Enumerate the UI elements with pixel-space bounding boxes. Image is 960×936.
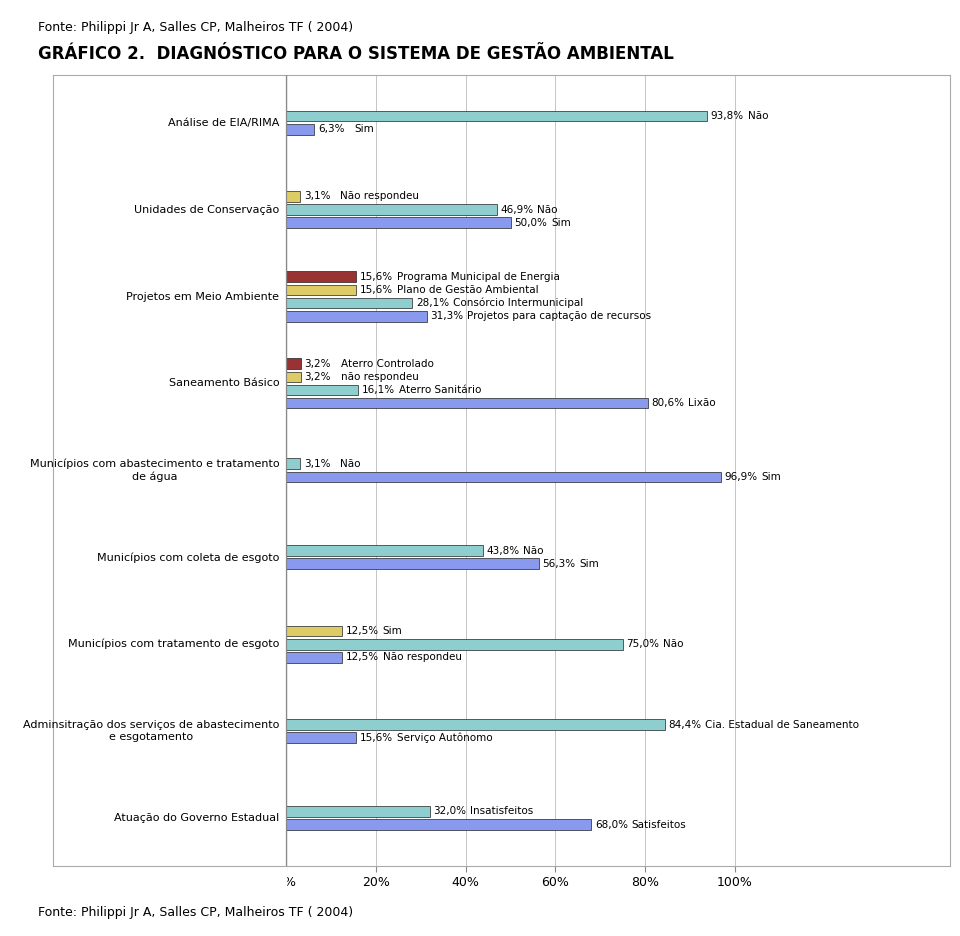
Text: Consórcio Intermunicipal: Consórcio Intermunicipal bbox=[453, 298, 583, 308]
Bar bbox=[286, 204, 496, 215]
Bar bbox=[286, 638, 623, 650]
Text: Aterro Controlado: Aterro Controlado bbox=[341, 358, 434, 369]
Bar bbox=[286, 191, 300, 202]
Text: Serviço Autônomo: Serviço Autônomo bbox=[396, 732, 492, 743]
Text: 15,6%: 15,6% bbox=[360, 733, 393, 742]
Text: 84,4%: 84,4% bbox=[668, 720, 702, 729]
Bar bbox=[286, 124, 315, 135]
Bar bbox=[286, 372, 300, 382]
Text: Plano de Gestão Ambiental: Plano de Gestão Ambiental bbox=[396, 285, 539, 295]
Text: 96,9%: 96,9% bbox=[725, 472, 757, 482]
Bar bbox=[286, 358, 300, 369]
Text: 3,1%: 3,1% bbox=[303, 192, 330, 201]
Text: Projetos para captação de recursos: Projetos para captação de recursos bbox=[468, 312, 651, 321]
Text: Programa Municipal de Energia: Programa Municipal de Energia bbox=[396, 271, 560, 282]
Text: Não respondeu: Não respondeu bbox=[383, 652, 462, 663]
Text: Unidades de Conservação: Unidades de Conservação bbox=[134, 205, 279, 214]
Bar bbox=[286, 732, 356, 743]
Text: Municípios com abastecimento e tratamento
de água: Municípios com abastecimento e tratament… bbox=[30, 459, 279, 482]
Text: Saneamento Básico: Saneamento Básico bbox=[169, 378, 279, 388]
Text: Sim: Sim bbox=[761, 472, 781, 482]
Text: 15,6%: 15,6% bbox=[360, 285, 393, 295]
Text: Sim: Sim bbox=[579, 559, 599, 569]
Text: Não: Não bbox=[537, 205, 558, 214]
Text: 50,0%: 50,0% bbox=[515, 218, 547, 227]
Text: Não: Não bbox=[663, 639, 684, 650]
Text: 3,2%: 3,2% bbox=[304, 358, 330, 369]
Bar bbox=[53, 0, 286, 905]
Text: Fonte: Philippi Jr A, Salles CP, Malheiros TF ( 2004): Fonte: Philippi Jr A, Salles CP, Malheir… bbox=[38, 906, 353, 919]
Text: Satisfeitos: Satisfeitos bbox=[632, 820, 686, 829]
Text: Projetos em Meio Ambiente: Projetos em Meio Ambiente bbox=[127, 291, 279, 301]
Text: 93,8%: 93,8% bbox=[710, 111, 744, 121]
Text: Fonte: Philippi Jr A, Salles CP, Malheiros TF ( 2004): Fonte: Philippi Jr A, Salles CP, Malheir… bbox=[38, 21, 353, 34]
Text: 56,3%: 56,3% bbox=[542, 559, 576, 569]
Bar bbox=[286, 806, 430, 817]
Text: Municípios com coleta de esgoto: Municípios com coleta de esgoto bbox=[97, 552, 279, 563]
Text: Insatisfeitos: Insatisfeitos bbox=[470, 807, 534, 816]
Bar bbox=[286, 217, 511, 228]
Text: 80,6%: 80,6% bbox=[652, 398, 684, 408]
Text: Sim: Sim bbox=[355, 124, 374, 134]
Text: 3,2%: 3,2% bbox=[304, 372, 330, 382]
Text: não respondeu: não respondeu bbox=[341, 372, 419, 382]
Text: 6,3%: 6,3% bbox=[318, 124, 345, 134]
Text: 46,9%: 46,9% bbox=[500, 205, 534, 214]
Bar bbox=[286, 398, 648, 408]
Bar bbox=[286, 110, 708, 122]
Text: Não: Não bbox=[748, 111, 768, 121]
Bar bbox=[286, 298, 412, 309]
Text: 31,3%: 31,3% bbox=[430, 312, 464, 321]
Text: 28,1%: 28,1% bbox=[416, 298, 449, 308]
Bar bbox=[286, 271, 356, 282]
Text: 32,0%: 32,0% bbox=[433, 807, 467, 816]
Text: GRÁFICO 2.  DIAGNÓSTICO PARA O SISTEMA DE GESTÃO AMBIENTAL: GRÁFICO 2. DIAGNÓSTICO PARA O SISTEMA DE… bbox=[38, 45, 674, 63]
Text: Não: Não bbox=[341, 459, 361, 469]
Bar bbox=[286, 311, 426, 322]
Text: 12,5%: 12,5% bbox=[346, 626, 379, 636]
Text: 3,1%: 3,1% bbox=[303, 459, 330, 469]
Text: Análise de EIA/RIMA: Análise de EIA/RIMA bbox=[168, 118, 279, 127]
Text: Atuação do Governo Estadual: Atuação do Governo Estadual bbox=[114, 813, 279, 823]
Bar bbox=[286, 546, 483, 556]
Text: 16,1%: 16,1% bbox=[362, 385, 396, 395]
Bar bbox=[286, 285, 356, 295]
Text: Cia. Estadual de Saneamento: Cia. Estadual de Saneamento bbox=[706, 720, 859, 729]
Bar bbox=[286, 472, 721, 482]
Bar bbox=[286, 559, 539, 569]
Bar bbox=[286, 719, 665, 730]
Bar bbox=[286, 819, 591, 830]
Text: Adminsitração dos serviços de abastecimento
e esgotamento: Adminsitração dos serviços de abastecime… bbox=[23, 721, 279, 742]
Text: 68,0%: 68,0% bbox=[595, 820, 628, 829]
Text: Sim: Sim bbox=[383, 626, 402, 636]
Text: Sim: Sim bbox=[551, 218, 570, 227]
Text: Não respondeu: Não respondeu bbox=[341, 192, 420, 201]
Text: 43,8%: 43,8% bbox=[487, 546, 519, 556]
Bar bbox=[286, 625, 343, 636]
Bar bbox=[286, 652, 343, 663]
Text: 12,5%: 12,5% bbox=[346, 652, 379, 663]
Bar bbox=[286, 459, 300, 469]
Text: 15,6%: 15,6% bbox=[360, 271, 393, 282]
Text: Lixão: Lixão bbox=[688, 398, 716, 408]
Text: Não: Não bbox=[523, 546, 543, 556]
Text: 75,0%: 75,0% bbox=[626, 639, 660, 650]
Text: Municípios com tratamento de esgoto: Municípios com tratamento de esgoto bbox=[68, 639, 279, 650]
Bar bbox=[286, 385, 358, 395]
Text: Aterro Sanitário: Aterro Sanitário bbox=[398, 385, 481, 395]
